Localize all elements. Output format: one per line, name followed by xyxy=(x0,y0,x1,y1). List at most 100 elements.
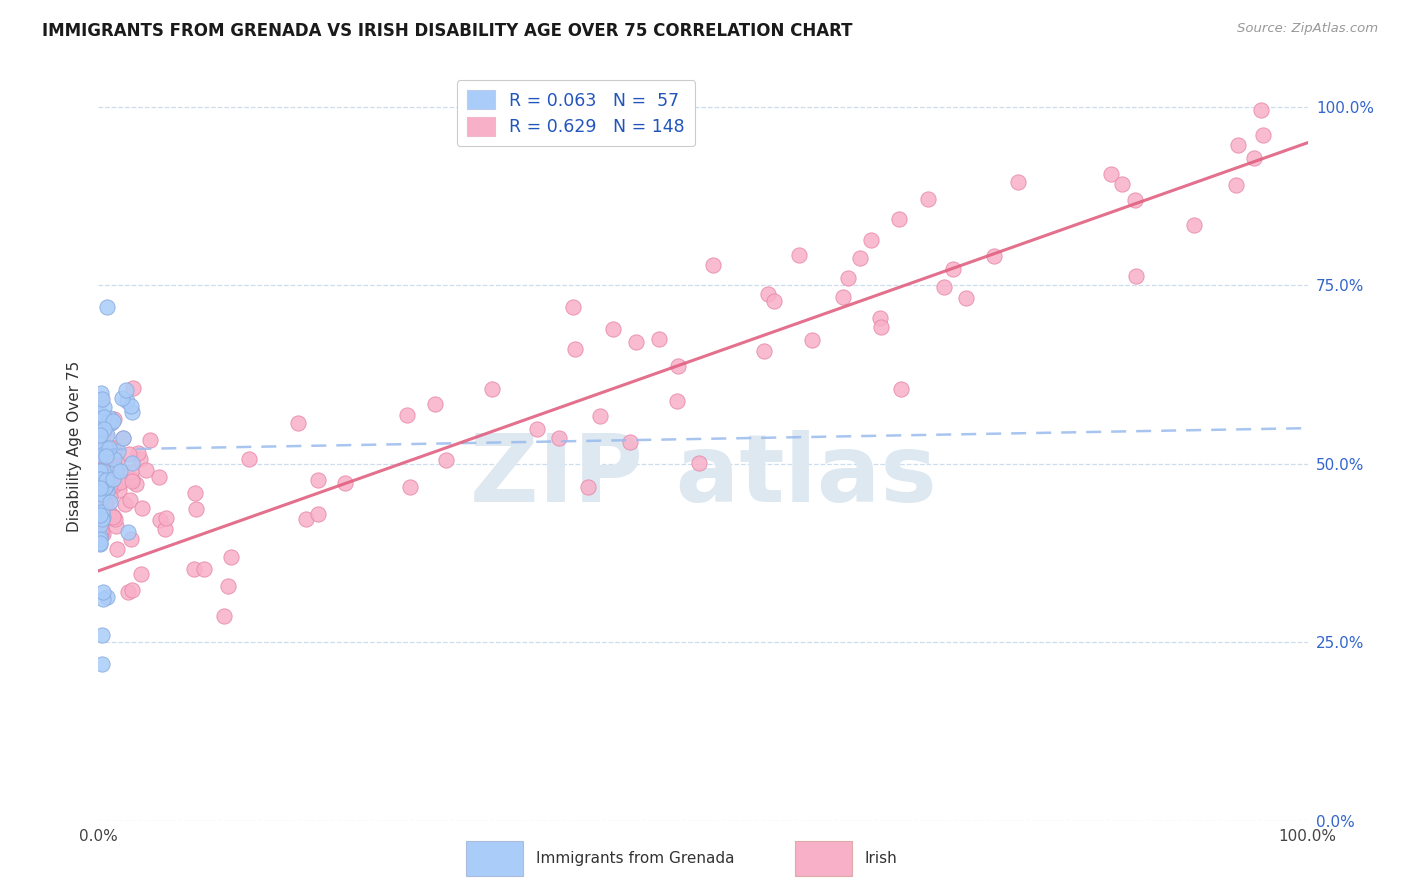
Point xyxy=(96,477,118,491)
Point xyxy=(101,472,124,486)
Point xyxy=(564,342,586,356)
Point xyxy=(94,442,117,456)
Point xyxy=(1243,152,1265,166)
Point xyxy=(96,428,118,442)
Point xyxy=(561,301,583,315)
Point xyxy=(103,510,125,524)
Point xyxy=(139,433,162,447)
Point xyxy=(93,473,115,487)
Point xyxy=(294,512,316,526)
Point xyxy=(90,440,112,454)
Point xyxy=(90,505,112,519)
Point xyxy=(104,476,127,491)
Point xyxy=(1225,178,1247,193)
Point xyxy=(105,451,128,466)
Point xyxy=(90,456,112,470)
Point xyxy=(90,449,112,463)
Point xyxy=(89,472,111,486)
Point xyxy=(932,279,955,293)
Point xyxy=(114,497,136,511)
Point xyxy=(756,286,779,301)
Point xyxy=(97,487,120,501)
Point xyxy=(107,444,129,458)
Text: Immigrants from Grenada: Immigrants from Grenada xyxy=(536,851,734,866)
Point xyxy=(90,512,112,526)
Point xyxy=(91,657,114,671)
Point xyxy=(100,415,122,429)
Point xyxy=(89,533,111,547)
Point xyxy=(763,293,786,308)
Point xyxy=(101,441,124,455)
Point xyxy=(149,513,172,527)
Point xyxy=(90,492,112,507)
Point xyxy=(90,423,112,437)
Point xyxy=(93,410,115,425)
Point xyxy=(576,480,599,494)
Point xyxy=(91,628,114,642)
Point xyxy=(110,475,132,490)
Point xyxy=(105,518,128,533)
Point xyxy=(789,248,811,262)
Point xyxy=(91,592,114,607)
Point xyxy=(955,291,977,305)
Point xyxy=(89,505,111,519)
Point xyxy=(93,489,115,503)
Point xyxy=(101,450,124,465)
Point xyxy=(481,382,503,396)
Point xyxy=(602,321,624,335)
Point xyxy=(89,406,111,420)
Point xyxy=(93,497,115,511)
Point xyxy=(103,452,125,467)
Point xyxy=(94,480,117,494)
Point xyxy=(219,550,242,565)
Point xyxy=(108,464,131,478)
Point xyxy=(101,447,124,461)
Point xyxy=(93,480,115,494)
Point xyxy=(93,512,115,526)
Point xyxy=(333,475,356,490)
Point xyxy=(97,479,120,493)
Point xyxy=(91,392,114,406)
Point xyxy=(589,409,612,423)
Point xyxy=(90,448,112,462)
Point xyxy=(112,431,135,445)
Text: Source: ZipAtlas.com: Source: ZipAtlas.com xyxy=(1237,22,1378,36)
Point xyxy=(983,249,1005,263)
Point xyxy=(129,566,152,581)
Point xyxy=(1099,167,1122,181)
Point xyxy=(90,429,112,443)
Point xyxy=(121,472,143,486)
Point xyxy=(89,464,111,478)
Point xyxy=(91,427,114,442)
Point xyxy=(90,469,112,483)
Point xyxy=(624,334,647,349)
Point xyxy=(93,467,115,482)
Point xyxy=(869,311,891,326)
Point xyxy=(183,562,205,576)
Point xyxy=(702,258,724,272)
Point xyxy=(193,562,215,576)
Point xyxy=(104,470,127,484)
Point xyxy=(1182,218,1205,232)
Point xyxy=(859,233,882,247)
Point xyxy=(212,608,235,623)
Point xyxy=(120,532,142,546)
Point xyxy=(121,405,143,419)
Point xyxy=(131,500,153,515)
Point xyxy=(90,490,112,504)
Text: Irish: Irish xyxy=(865,851,897,866)
Point xyxy=(96,300,118,314)
Point xyxy=(120,399,142,413)
Point xyxy=(97,441,120,455)
Point xyxy=(1250,103,1272,117)
Y-axis label: Disability Age Over 75: Disability Age Over 75 xyxy=(67,360,83,532)
Point xyxy=(94,450,117,465)
Point xyxy=(90,507,112,521)
Point xyxy=(122,381,145,395)
Point xyxy=(104,512,127,526)
Point xyxy=(90,435,112,450)
Point xyxy=(94,479,117,493)
Point xyxy=(103,412,125,426)
Point xyxy=(94,450,117,464)
Point xyxy=(155,511,177,525)
